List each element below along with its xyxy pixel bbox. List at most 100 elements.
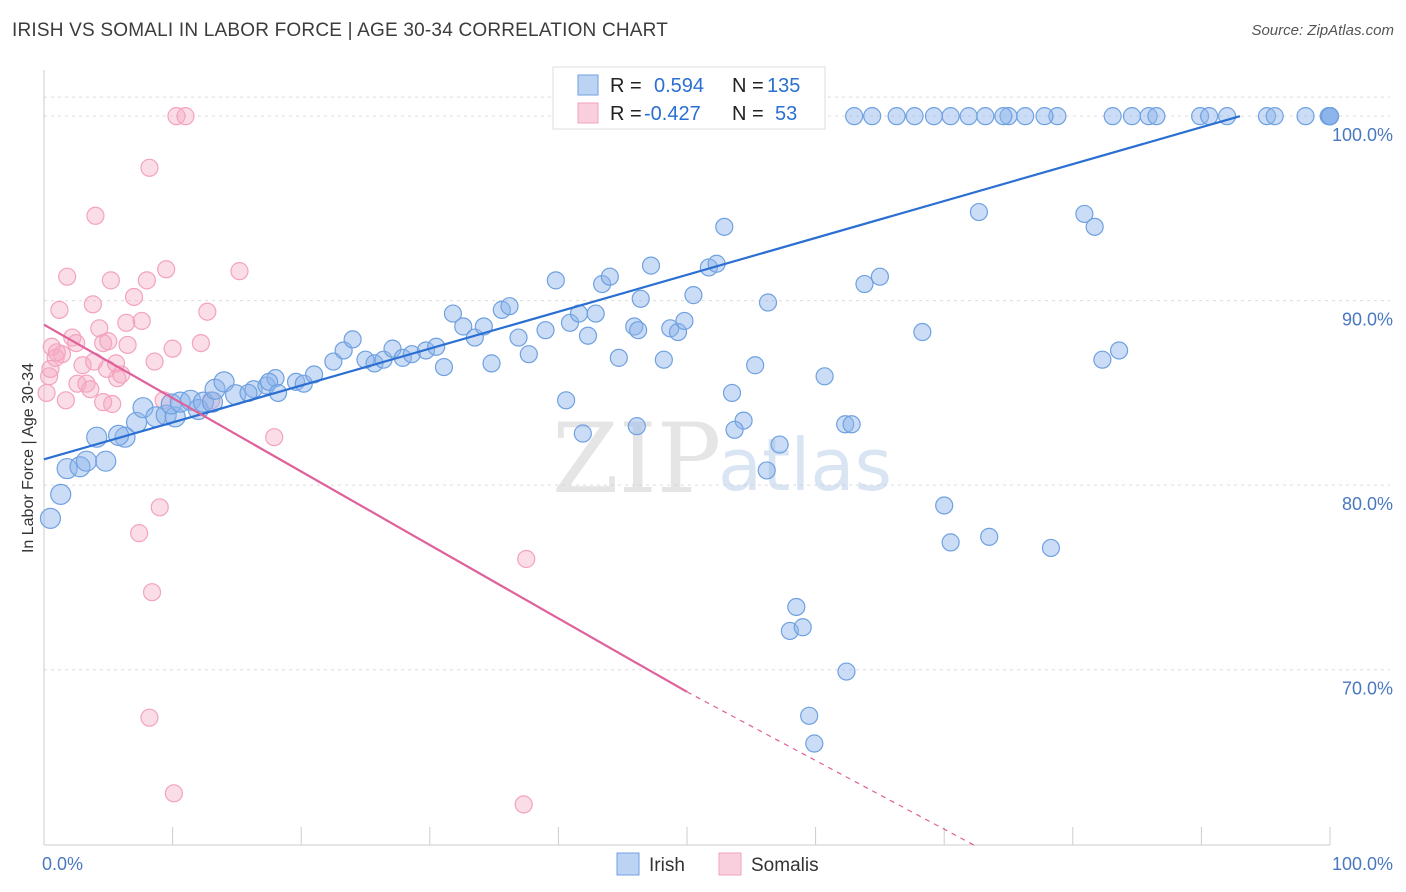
irish-point [454,317,473,336]
legend-somali-swatch [577,102,599,124]
irish-point [69,456,91,478]
somali-point [140,158,159,177]
somali-point [50,300,69,319]
irish-point [519,345,538,364]
irish-point [959,107,978,126]
somali-point [73,356,92,375]
irish-point [1122,107,1142,126]
irish-point [593,274,612,294]
irish-point [1035,107,1054,126]
irish-point [631,289,650,308]
somali-point [90,319,109,338]
irish-point [443,304,463,323]
irish-point [836,415,855,434]
irish-point [837,662,856,681]
irish-point [204,378,226,400]
somali-point [150,498,169,517]
irish-point [509,328,528,347]
irish-point [994,107,1013,126]
y-tick-label: 70.0% [1342,679,1393,699]
irish-points [39,107,1340,753]
bottom-legend-somali-swatch[interactable] [718,852,742,876]
irish-point [758,293,778,312]
irish-point [1103,107,1122,126]
somali-point [191,333,210,353]
irish-point [1075,204,1094,224]
y-tick-label: 90.0% [1342,310,1393,330]
irish-point [845,107,864,126]
irish-point [684,286,703,305]
somali-point [163,339,182,358]
somali-point [103,394,122,414]
irish-point [855,274,874,294]
y-axis-label: In Labor Force | Age 30-34 [20,363,37,553]
somali-point [145,352,164,371]
legend-irish-r-value: 0.594 [654,75,704,97]
irish-point [941,107,960,126]
watermark-atlas-text: atlas [718,423,892,507]
irish-point [668,322,688,342]
irish-point [95,450,117,472]
bottom-legend-irish-label[interactable]: Irish [649,855,685,876]
irish-point [969,202,989,222]
irish-point [654,350,673,369]
irish-point [50,483,72,506]
irish-point [1048,107,1067,126]
irish-point [536,321,555,340]
irish-point [434,357,454,377]
irish-point [1139,107,1158,126]
somali-point [157,260,176,279]
somali-point [99,332,118,351]
somali-point [118,335,137,355]
legend-somali-r-value: -0.427 [644,103,701,125]
irish-point [870,267,890,286]
irish-point [842,415,861,434]
irish-point [787,597,806,617]
somali-point [198,302,217,321]
irish-point [1320,107,1340,126]
somali-point [142,583,162,602]
legend-irish-n-value: 135 [767,75,800,97]
somali-point [140,708,159,727]
irish-point [935,496,954,515]
irish-point [976,107,995,126]
irish-point [905,107,924,126]
somali-point [42,337,61,356]
somali-point [37,383,56,403]
irish-point [725,420,744,439]
x-tick-label-max: 100.0% [1332,854,1393,874]
gridlines [44,96,1390,671]
irish-point [629,321,648,340]
somali-point [130,524,149,543]
irish-point [573,424,592,443]
irish-point [1016,107,1035,126]
watermark-zip-text: ZIP [552,403,721,515]
somali-point [132,311,151,331]
bottom-legend-somali-label[interactable]: Somalis [751,855,819,876]
somali-point [517,549,536,569]
irish-point [980,527,999,546]
irish-point [546,271,565,290]
y-tick-label: 100.0% [1332,125,1393,145]
somali-point [56,391,75,410]
irish-point [815,367,834,386]
irish-point [1093,350,1112,369]
bottom-legend: Irish Somalis [616,852,819,876]
irish-point [1147,107,1166,126]
irish-point [1296,107,1315,126]
legend-irish-swatch [577,74,599,96]
source-label: Source: ZipAtlas.com [1251,22,1394,39]
irish-point [343,330,362,349]
bottom-legend-irish-swatch[interactable] [616,852,640,876]
somali-point [176,107,195,126]
legend-somali-r-label: R = [610,103,642,125]
irish-point [482,354,501,373]
somali-point [101,271,120,290]
legend-somali-n-label: N = [732,103,764,125]
somali-point [117,313,136,332]
tick-labels: 70.0% 80.0% 90.0% 100.0% 0.0% 100.0% [42,125,1393,874]
irish-point [770,435,789,454]
irish-point [1265,107,1284,126]
somali-trend-line [43,323,688,693]
irish-point [715,217,734,236]
